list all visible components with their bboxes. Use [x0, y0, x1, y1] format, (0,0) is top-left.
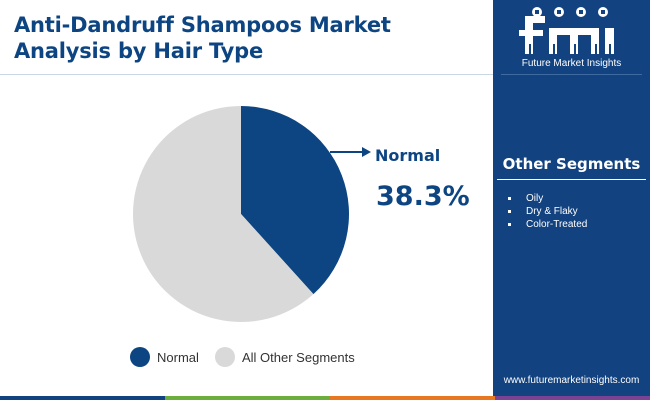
- callout-value: 38.3%: [376, 181, 470, 212]
- pie-slices: [133, 106, 350, 322]
- legend: Normal All Other Segments: [130, 347, 355, 367]
- segment-item-dry-flaky: Dry & Flaky: [505, 205, 587, 218]
- pie-slice-normal: [241, 106, 350, 295]
- pie-slice-all-other-segments: [133, 106, 314, 322]
- segment-item-color-treated: Color-Treated: [505, 218, 587, 231]
- pie-chart: Normal 38.3% Normal All Other Segments: [130, 106, 470, 367]
- bottom-bar-segment-green: [165, 396, 330, 400]
- page-title: Anti-Dandruff Shampoos Market Analysis b…: [14, 13, 391, 63]
- fmi-logo: [519, 7, 614, 54]
- callout-arrow: [330, 147, 371, 157]
- legend-label-other: All Other Segments: [242, 350, 355, 365]
- other-segments-divider: [497, 179, 646, 180]
- legend-label-normal: Normal: [157, 350, 199, 365]
- bottom-bar-segment-orange: [330, 396, 495, 400]
- other-segments-list: Oily Dry & Flaky Color-Treated: [505, 192, 587, 231]
- legend-swatch-other: [215, 347, 235, 367]
- website-url: www.futuremarketinsights.com: [503, 375, 640, 386]
- callout-label: Normal: [375, 146, 440, 165]
- bottom-bar-segment-blue: [0, 396, 165, 400]
- brand-name: Future Market Insights: [521, 58, 622, 69]
- segment-item-oily: Oily: [505, 192, 587, 205]
- bottom-bar-segment-purple: [495, 396, 650, 400]
- other-segments-heading: Other Segments: [502, 155, 641, 173]
- logo-divider: [501, 74, 642, 75]
- title-divider: [0, 74, 493, 75]
- bottom-color-bar: [0, 396, 650, 400]
- sidebar: Future Market Insights Other Segments Oi…: [493, 0, 650, 400]
- legend-swatch-normal: [130, 347, 150, 367]
